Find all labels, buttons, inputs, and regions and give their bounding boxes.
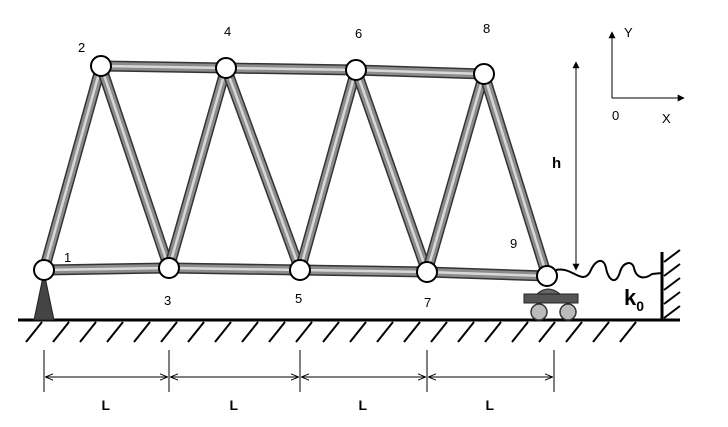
node-label-9: 9 xyxy=(510,236,517,251)
x-axis-label: X xyxy=(662,111,671,126)
span-label: L xyxy=(102,397,111,413)
truss-node-5 xyxy=(289,259,311,281)
hatch-line xyxy=(25,321,43,343)
span-label: L xyxy=(359,397,368,413)
truss-node-4 xyxy=(215,57,237,79)
hatch-line xyxy=(457,321,475,343)
hatch-line xyxy=(403,321,421,343)
truss-member-highlight xyxy=(167,66,228,270)
y-axis-label: Y xyxy=(624,25,633,40)
node-label-6: 6 xyxy=(355,26,362,41)
height-dimension: h xyxy=(552,61,580,271)
truss-member-highlight xyxy=(42,64,103,272)
hatch-line xyxy=(295,321,313,343)
hatch-line xyxy=(214,321,232,343)
truss-node-9 xyxy=(536,265,558,287)
span-label: L xyxy=(230,397,239,413)
truss-member-highlight xyxy=(298,268,429,274)
node-label-2: 2 xyxy=(78,40,85,55)
wall-hatch-line xyxy=(663,305,681,319)
node-label-8: 8 xyxy=(483,21,490,36)
truss-node-6 xyxy=(345,59,367,81)
truss-members xyxy=(38,60,553,282)
node-label-3: 3 xyxy=(164,293,171,308)
node-label-1: 1 xyxy=(64,250,71,265)
roller-support xyxy=(523,288,579,321)
wall-hatch-line xyxy=(663,263,681,277)
wall-hatch-line xyxy=(663,249,681,263)
coordinate-axes: Y X 0 xyxy=(608,25,685,126)
truss-node-3 xyxy=(158,257,180,279)
ground-hatching xyxy=(25,321,637,343)
truss-member-highlight xyxy=(42,266,171,272)
hatch-line xyxy=(52,321,70,343)
truss-member-highlight xyxy=(354,68,486,76)
truss-member-highlight xyxy=(298,68,358,272)
origin-label: 0 xyxy=(612,108,619,123)
hatch-line xyxy=(538,321,556,343)
truss-member-highlight xyxy=(425,72,486,274)
truss-member-highlight xyxy=(224,66,302,272)
node-label-7: 7 xyxy=(424,295,431,310)
truss-member-highlight xyxy=(99,64,171,270)
hatch-line xyxy=(619,321,637,343)
hatch-line xyxy=(484,321,502,343)
truss-node-7 xyxy=(416,261,438,283)
span-label: L xyxy=(486,397,495,413)
hatch-line xyxy=(511,321,529,343)
spring-symbol: k xyxy=(624,285,637,310)
truss-member-highlight xyxy=(99,64,228,70)
roller-wheel xyxy=(530,303,548,321)
hatch-line xyxy=(79,321,97,343)
spring-label: k0 xyxy=(624,285,644,314)
hatch-line xyxy=(322,321,340,343)
hatch-line xyxy=(349,321,367,343)
node-label-5: 5 xyxy=(295,291,302,306)
truss-member-highlight xyxy=(482,72,549,278)
truss-node-1 xyxy=(33,259,55,281)
wall-hatch-line xyxy=(663,291,681,305)
hatch-line xyxy=(160,321,178,343)
truss-member-highlight xyxy=(354,68,429,274)
truss-node-2 xyxy=(90,55,112,77)
truss-member-highlight xyxy=(224,66,358,72)
truss-member-highlight xyxy=(167,266,302,272)
pin-support xyxy=(33,271,55,321)
hatch-line xyxy=(430,321,448,343)
hatch-line xyxy=(565,321,583,343)
truss-node-8 xyxy=(473,63,495,85)
node-labels: 1 2 3 4 5 6 7 8 9 xyxy=(64,21,517,310)
spring-k0 xyxy=(555,249,681,320)
wall-hatching xyxy=(663,249,681,319)
wall-hatch-line xyxy=(663,277,681,291)
hatch-line xyxy=(241,321,259,343)
hatch-line xyxy=(268,321,286,343)
roller-wheel xyxy=(559,303,577,321)
hatch-line xyxy=(376,321,394,343)
spring-subscript: 0 xyxy=(636,298,644,314)
hatch-line xyxy=(592,321,610,343)
hatch-line xyxy=(133,321,151,343)
truss-member-highlight xyxy=(425,270,549,278)
hatch-line xyxy=(106,321,124,343)
hatch-line xyxy=(187,321,205,343)
truss-nodes xyxy=(33,55,558,287)
height-label: h xyxy=(552,155,561,172)
ground xyxy=(18,318,680,343)
node-label-4: 4 xyxy=(224,24,231,39)
